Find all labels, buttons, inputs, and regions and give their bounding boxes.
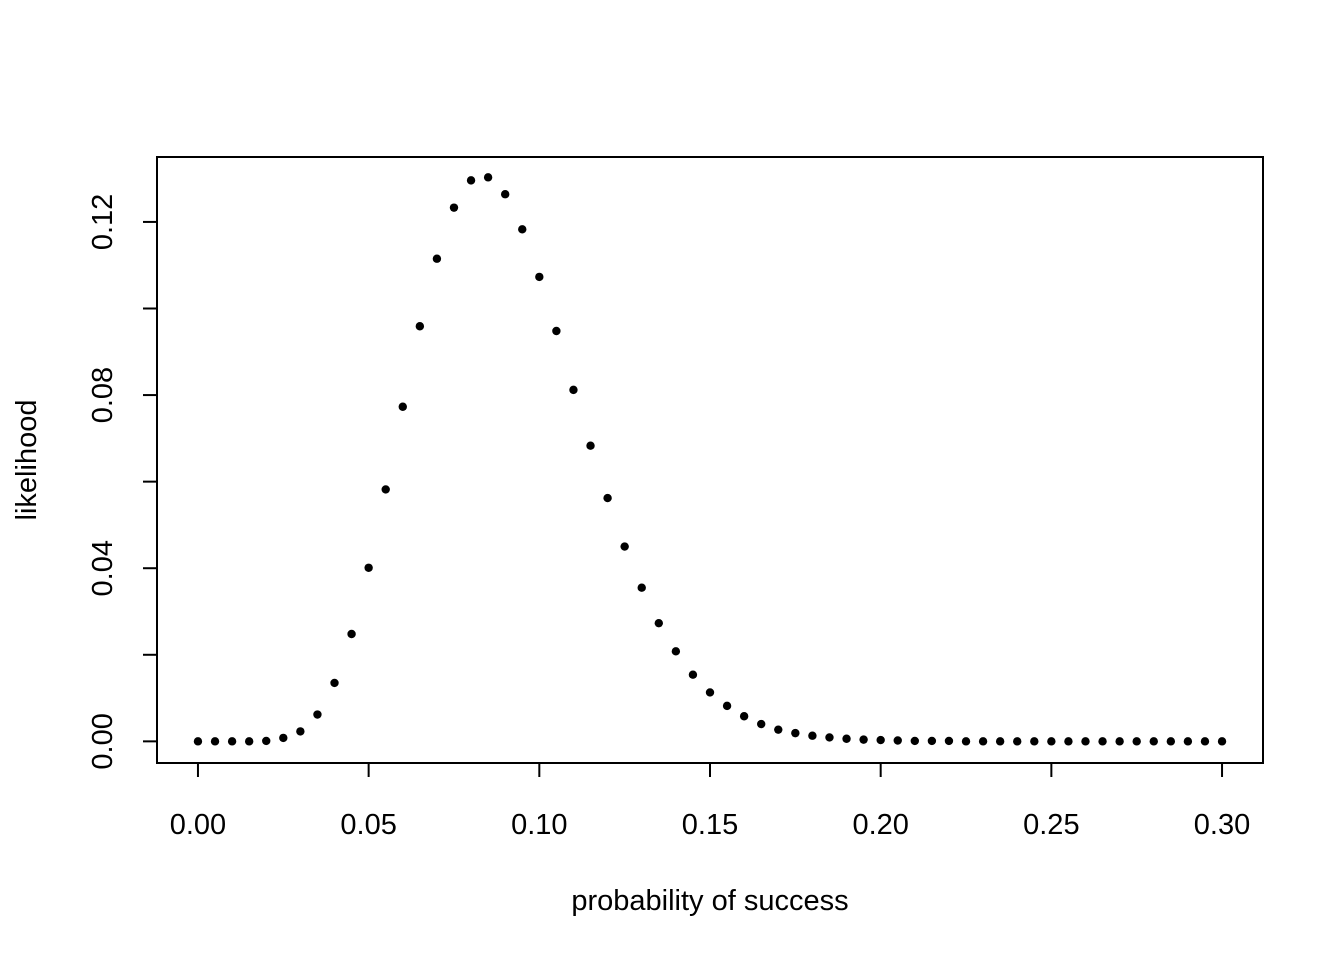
data-point: [313, 710, 322, 719]
x-tick-label: 0.05: [340, 809, 396, 841]
data-point: [1115, 737, 1124, 746]
x-tick-label: 0.25: [1023, 809, 1079, 841]
y-axis: 0.00 0.04 0.08 0.12: [87, 194, 158, 770]
data-point: [227, 737, 237, 746]
data-point: [620, 542, 629, 551]
data-point: [381, 485, 390, 494]
x-tick-label: 0.15: [682, 809, 738, 841]
data-point: [1030, 737, 1039, 746]
data-point: [791, 728, 800, 738]
data-point: [330, 678, 339, 688]
data-point: [1047, 737, 1056, 746]
data-point: [722, 701, 732, 711]
data-point: [415, 322, 425, 331]
data-point: [1132, 737, 1141, 746]
data-point: [1166, 737, 1176, 746]
y-tick-label: 0.08: [87, 367, 119, 423]
x-tick-label: 0.20: [852, 809, 908, 841]
data-point: [842, 734, 851, 743]
data-point: [262, 736, 271, 746]
y-axis-title: likelihood: [11, 400, 43, 521]
y-tick-label: 0.00: [87, 713, 119, 769]
data-point: [364, 563, 373, 572]
data-point: [774, 725, 783, 734]
data-point: [552, 326, 561, 336]
data-point: [876, 735, 885, 745]
data-point: [1200, 737, 1210, 746]
y-tick-label: 0.04: [87, 540, 119, 596]
data-point: [279, 733, 288, 743]
data-point: [859, 735, 868, 744]
y-tick-label: 0.12: [87, 194, 119, 250]
data-point: [961, 737, 971, 746]
data-point: [739, 712, 749, 721]
x-tick-label: 0.00: [170, 809, 226, 841]
data-point: [944, 736, 954, 746]
data-point: [1149, 737, 1158, 746]
data-point: [535, 272, 544, 282]
data-point: [1081, 737, 1090, 746]
data-point: [296, 727, 305, 736]
data-point: [603, 493, 612, 503]
data-point: [1217, 737, 1227, 746]
data-point: [757, 719, 766, 729]
data-points: [193, 173, 1227, 746]
x-axis-title: probability of success: [571, 885, 848, 917]
data-point: [210, 737, 220, 746]
data-point: [500, 190, 510, 199]
data-point: [978, 737, 988, 746]
data-point: [347, 629, 356, 639]
data-point: [688, 670, 698, 679]
data-point: [518, 225, 527, 234]
plot-frame: [156, 156, 1264, 764]
data-point: [193, 737, 203, 746]
data-point: [432, 254, 442, 263]
data-point: [1013, 737, 1022, 746]
data-point: [398, 402, 407, 411]
data-point: [449, 203, 459, 212]
data-point: [586, 441, 595, 450]
data-point: [910, 736, 920, 746]
data-point: [569, 385, 578, 395]
data-point: [1064, 737, 1073, 746]
x-axis: 0.00 0.05 0.10 0.15 0.20 0.25 0.30: [170, 762, 1250, 841]
data-point: [466, 176, 476, 185]
data-point: [825, 733, 834, 742]
data-point: [1183, 737, 1193, 746]
data-point: [995, 737, 1005, 746]
data-point: [893, 736, 902, 745]
data-point: [671, 647, 681, 656]
data-point: [1098, 737, 1107, 746]
data-point: [808, 731, 817, 740]
x-tick-label: 0.30: [1194, 809, 1250, 841]
data-point: [654, 618, 663, 628]
data-point: [244, 737, 254, 746]
data-point: [483, 173, 493, 182]
x-tick-label: 0.10: [511, 809, 567, 841]
data-point: [637, 583, 646, 592]
data-point: [705, 688, 715, 697]
data-point: [927, 736, 937, 746]
